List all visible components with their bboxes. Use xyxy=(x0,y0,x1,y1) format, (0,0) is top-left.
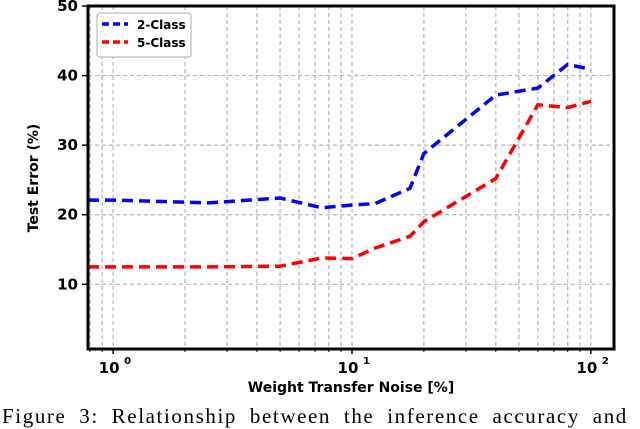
x-tick-exponent: 1 xyxy=(363,356,370,367)
x-axis-label: Weight Transfer Noise [%] xyxy=(248,380,454,396)
x-tick-label: 10 xyxy=(99,359,120,377)
figure-caption: Figure 3: Relationship between the infer… xyxy=(2,404,628,428)
series-line-2-class xyxy=(88,62,592,210)
y-tick-label: 50 xyxy=(57,0,78,15)
x-tick-label: 10 xyxy=(338,359,359,377)
line-chart: 10 0 10 1 10 2 10 20 30 40 50 Weight Transfer Noi… xyxy=(26,0,616,396)
legend: 2-Class 5-Class xyxy=(96,12,192,58)
series-line-5-class xyxy=(88,99,592,269)
legend-box xyxy=(96,12,192,58)
x-axis-ticks: 10 0 10 1 10 2 xyxy=(89,349,609,377)
legend-label-2-class: 2-Class xyxy=(137,18,186,32)
x-tick-exponent: 0 xyxy=(124,356,131,367)
y-axis-ticks: 10 20 30 40 50 xyxy=(57,0,88,293)
y-axis-label: Test Error (%) xyxy=(26,124,42,233)
legend-label-5-class: 5-Class xyxy=(137,36,186,50)
plot-frame xyxy=(86,4,616,351)
x-tick-exponent: 2 xyxy=(602,356,609,367)
data-series xyxy=(88,62,592,269)
y-tick-label: 40 xyxy=(57,67,78,85)
x-tick-label: 10 xyxy=(576,359,597,377)
y-tick-label: 30 xyxy=(57,136,78,154)
grid-lines xyxy=(88,6,614,349)
y-tick-label: 20 xyxy=(57,206,78,224)
y-tick-label: 10 xyxy=(57,275,78,293)
